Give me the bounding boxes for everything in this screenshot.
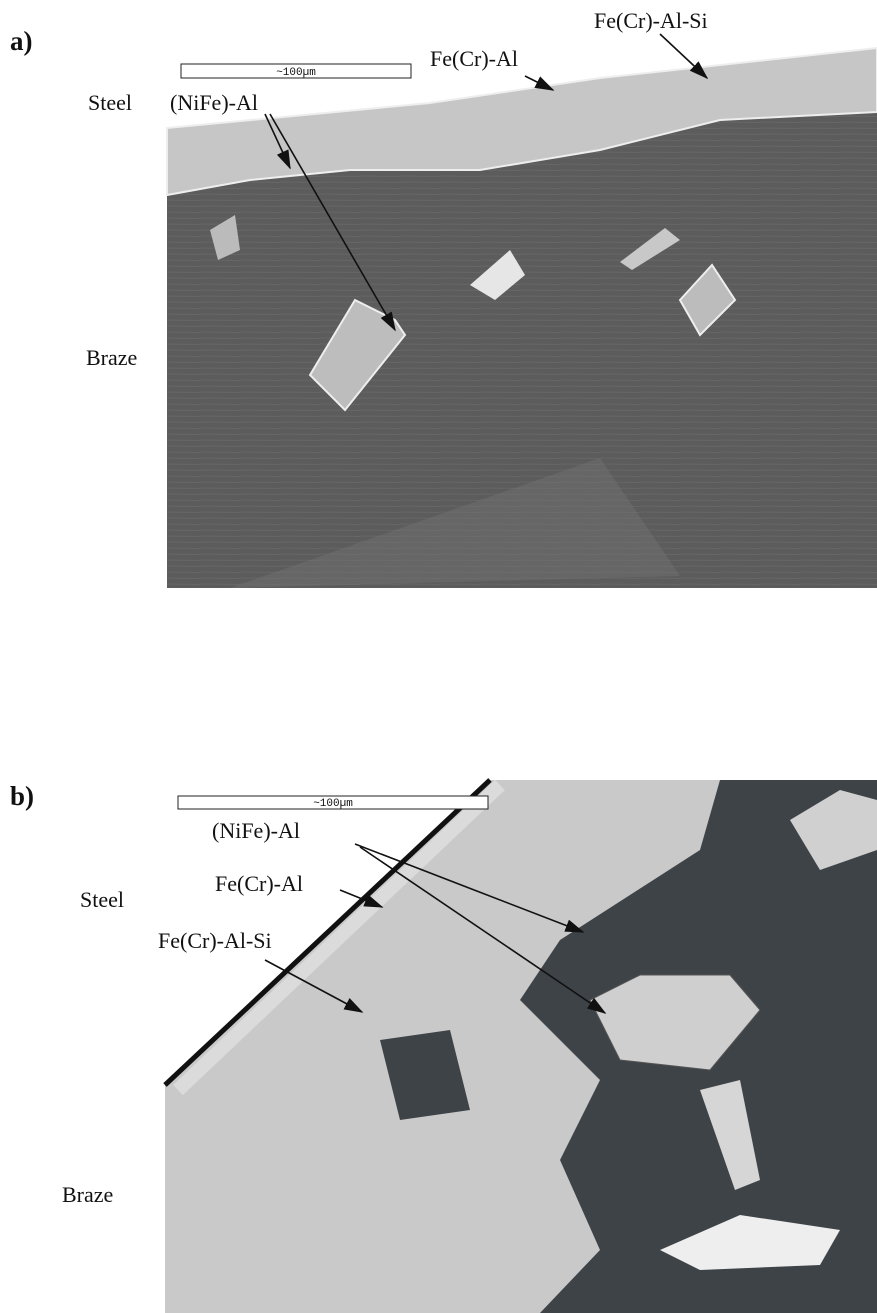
side-label: Steel (80, 887, 124, 912)
annotation: Fe(Cr)-Al-Si (158, 928, 272, 953)
annotation: (NiFe)-Al (212, 818, 300, 843)
scale-bar-label: ~100µm (313, 798, 353, 810)
panel-label: b) (10, 781, 34, 811)
panel-label: a) (10, 26, 33, 56)
annotation: Fe(Cr)-Al (430, 46, 518, 71)
micrograph-b (165, 780, 877, 1313)
scale-bar-label: ~100µm (276, 67, 316, 79)
annotation: Fe(Cr)-Al (215, 871, 303, 896)
figure: ~100µm a) Fe(Cr)-Al-Si Fe(Cr)-Al (NiFe)-… (0, 0, 877, 1313)
micrograph-a (167, 48, 877, 588)
annotation: Fe(Cr)-Al-Si (594, 8, 708, 33)
side-label: Steel (88, 90, 132, 115)
annotation: (NiFe)-Al (170, 90, 258, 115)
side-label: Braze (86, 345, 137, 370)
side-label: Braze (62, 1182, 113, 1207)
